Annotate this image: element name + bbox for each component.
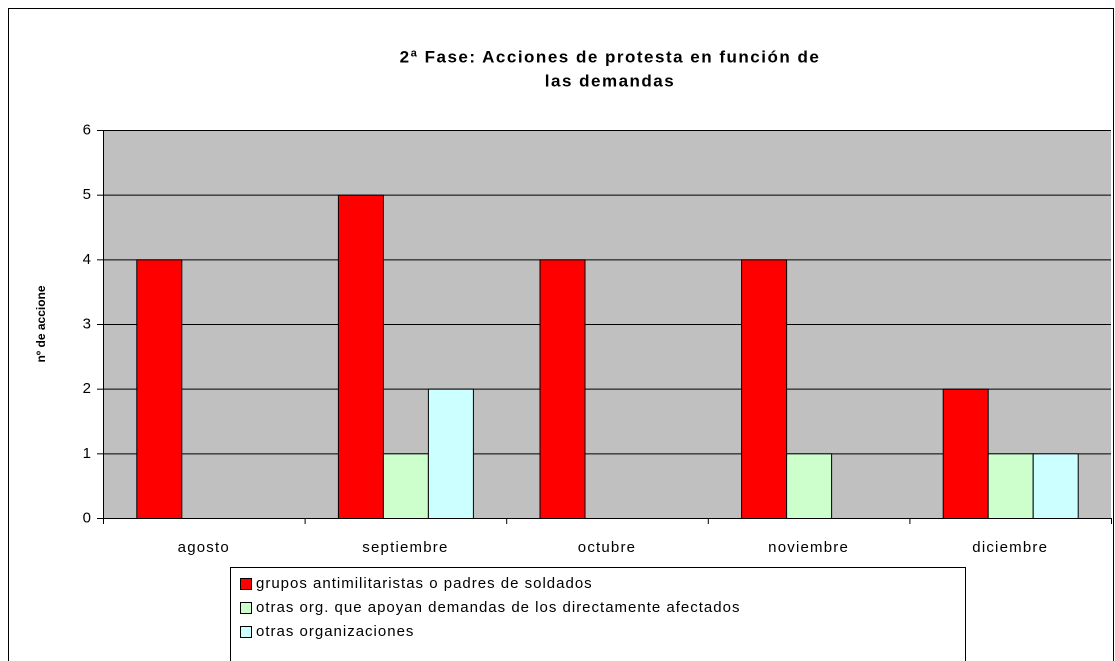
bar — [1032, 453, 1079, 520]
bar — [136, 259, 183, 519]
y-tick-label: 1 — [83, 445, 91, 462]
legend-label: grupos antimilitaristas o padres de sold… — [256, 575, 593, 592]
x-tick-label: diciembre — [972, 539, 1048, 556]
legend-label: otras organizaciones — [256, 623, 414, 640]
x-tick-label: septiembre — [362, 539, 448, 556]
bar — [741, 259, 788, 519]
legend-label: otras org. que apoyan demandas de los di… — [256, 599, 740, 616]
x-tick-label: octubre — [578, 539, 636, 556]
bar — [987, 453, 1034, 520]
bar — [539, 259, 586, 519]
legend-swatch — [240, 578, 252, 590]
x-tick-label: agosto — [178, 539, 230, 556]
chart-title: 2ª Fase: Acciones de protesta en función… — [400, 47, 821, 66]
legend-swatch — [240, 626, 252, 638]
legend-swatch — [240, 602, 252, 614]
x-tick-label: noviembre — [768, 539, 849, 556]
bar — [427, 388, 474, 519]
chart-title: las demandas — [545, 71, 675, 90]
y-axis-label: nº de accione — [34, 285, 48, 362]
bar — [337, 194, 384, 520]
y-tick-label: 3 — [83, 315, 91, 332]
y-tick-label: 4 — [83, 251, 91, 268]
y-tick-label: 2 — [83, 380, 91, 397]
chart-frame — [8, 8, 1114, 661]
bar — [942, 388, 989, 519]
bar — [382, 453, 429, 520]
y-tick-label: 0 — [83, 509, 91, 526]
legend-box — [230, 567, 966, 661]
y-tick-label: 6 — [83, 121, 91, 138]
y-tick-label: 5 — [83, 186, 91, 203]
bar — [786, 453, 833, 520]
